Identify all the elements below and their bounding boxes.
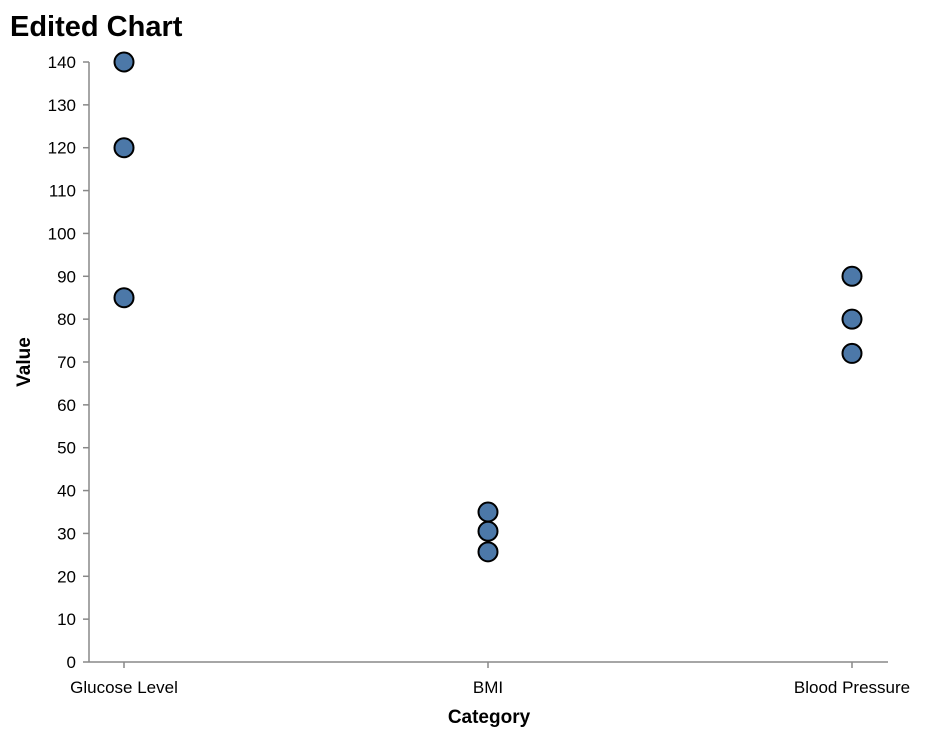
y-tick-label: 10 [57, 610, 76, 629]
data-point [113, 51, 135, 73]
data-point [113, 137, 135, 159]
y-tick-label: 140 [48, 53, 76, 72]
y-tick-label: 0 [67, 653, 76, 672]
x-tick-label: Glucose Level [70, 678, 178, 697]
data-point [841, 265, 863, 287]
y-tick-label: 50 [57, 439, 76, 458]
y-tick-label: 130 [48, 96, 76, 115]
y-tick-label: 120 [48, 139, 76, 158]
y-tick-label: 60 [57, 396, 76, 415]
y-tick-label: 70 [57, 353, 76, 372]
x-axis: Glucose Level BMI Blood Pressure [70, 661, 910, 697]
x-tick-label: BMI [473, 678, 503, 697]
x-tick-label: Blood Pressure [794, 678, 910, 697]
y-tick-label: 20 [57, 567, 76, 586]
y-tick-label: 40 [57, 482, 76, 501]
data-point [841, 342, 863, 364]
data-point [477, 501, 499, 523]
y-tick-label: 90 [57, 267, 76, 286]
chart-title: Edited Chart [10, 11, 183, 43]
data-point [477, 541, 499, 563]
data-points [113, 51, 863, 563]
x-axis-title: Category [448, 707, 531, 728]
data-point [841, 308, 863, 330]
y-tick-label: 80 [57, 310, 76, 329]
y-axis: 0 10 20 30 40 50 60 70 80 90 100 110 120 130 140 [48, 53, 90, 672]
y-tick-label: 100 [48, 224, 76, 243]
data-point [113, 287, 135, 309]
data-point [477, 520, 499, 542]
y-axis-title: Value [14, 337, 35, 387]
y-tick-label: 30 [57, 524, 76, 543]
y-tick-label: 110 [49, 182, 76, 201]
